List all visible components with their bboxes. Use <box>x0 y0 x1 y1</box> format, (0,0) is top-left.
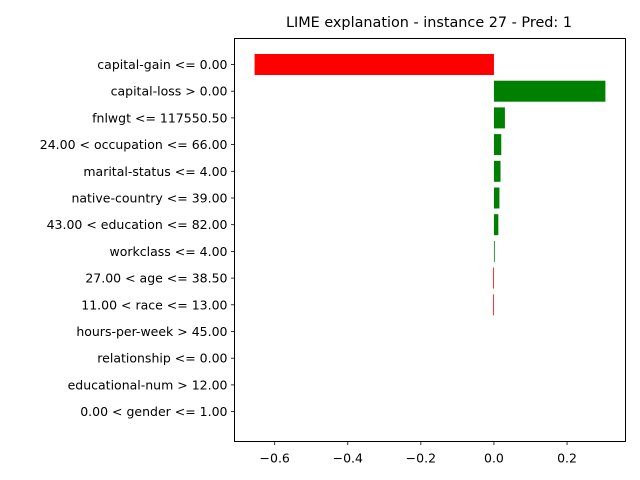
chart-title: LIME explanation - instance 27 - Pred: 1 <box>286 15 572 31</box>
bar-8 <box>493 267 495 289</box>
bar-0 <box>254 54 494 75</box>
bar-5 <box>493 187 500 209</box>
x-tick-label-1: −0.4 <box>333 451 363 466</box>
bar-1 <box>493 80 606 102</box>
bars-group <box>254 54 606 316</box>
y-tick-label-5: native-country <= 39.00 <box>71 191 227 206</box>
y-tick-label-11: relationship <= 0.00 <box>97 351 227 366</box>
y-tick-label-12: educational-num > 12.00 <box>68 377 228 392</box>
y-tick-label-9: 11.00 < race <= 13.00 <box>81 297 227 312</box>
y-tick-label-1: capital-loss > 0.00 <box>111 84 228 99</box>
y-tick-label-3: 24.00 < occupation <= 66.00 <box>40 137 228 152</box>
x-axis: −0.6 −0.4 −0.2 0.0 0.2 <box>260 441 577 466</box>
x-tick-label-0: −0.6 <box>260 451 290 466</box>
bar-2 <box>493 107 505 129</box>
bar-7 <box>493 240 495 262</box>
y-tick-label-0: capital-gain <= 0.00 <box>97 57 227 72</box>
y-tick-label-2: fnlwgt <= 117550.50 <box>92 110 227 125</box>
bar-4 <box>493 160 501 182</box>
y-tick-label-4: marital-status <= 4.00 <box>83 164 227 179</box>
x-tick-label-2: −0.2 <box>406 451 436 466</box>
y-tick-labels: capital-gain <= 0.00 capital-loss > 0.00 f… <box>40 57 235 419</box>
bar-6 <box>493 214 499 236</box>
plot-frame <box>234 38 626 442</box>
y-tick-label-8: 27.00 < age <= 38.50 <box>85 271 227 286</box>
bar-3 <box>493 134 502 156</box>
bar-9 <box>493 294 495 316</box>
y-tick-label-13: 0.00 < gender <= 1.00 <box>80 404 227 419</box>
y-tick-label-6: 43.00 < education <= 82.00 <box>47 217 228 232</box>
y-tick-label-7: workclass <= 4.00 <box>109 244 227 259</box>
x-tick-label-3: 0.0 <box>484 451 504 466</box>
y-tick-label-10: hours-per-week > 45.00 <box>76 324 227 339</box>
x-tick-label-4: 0.2 <box>557 451 577 466</box>
